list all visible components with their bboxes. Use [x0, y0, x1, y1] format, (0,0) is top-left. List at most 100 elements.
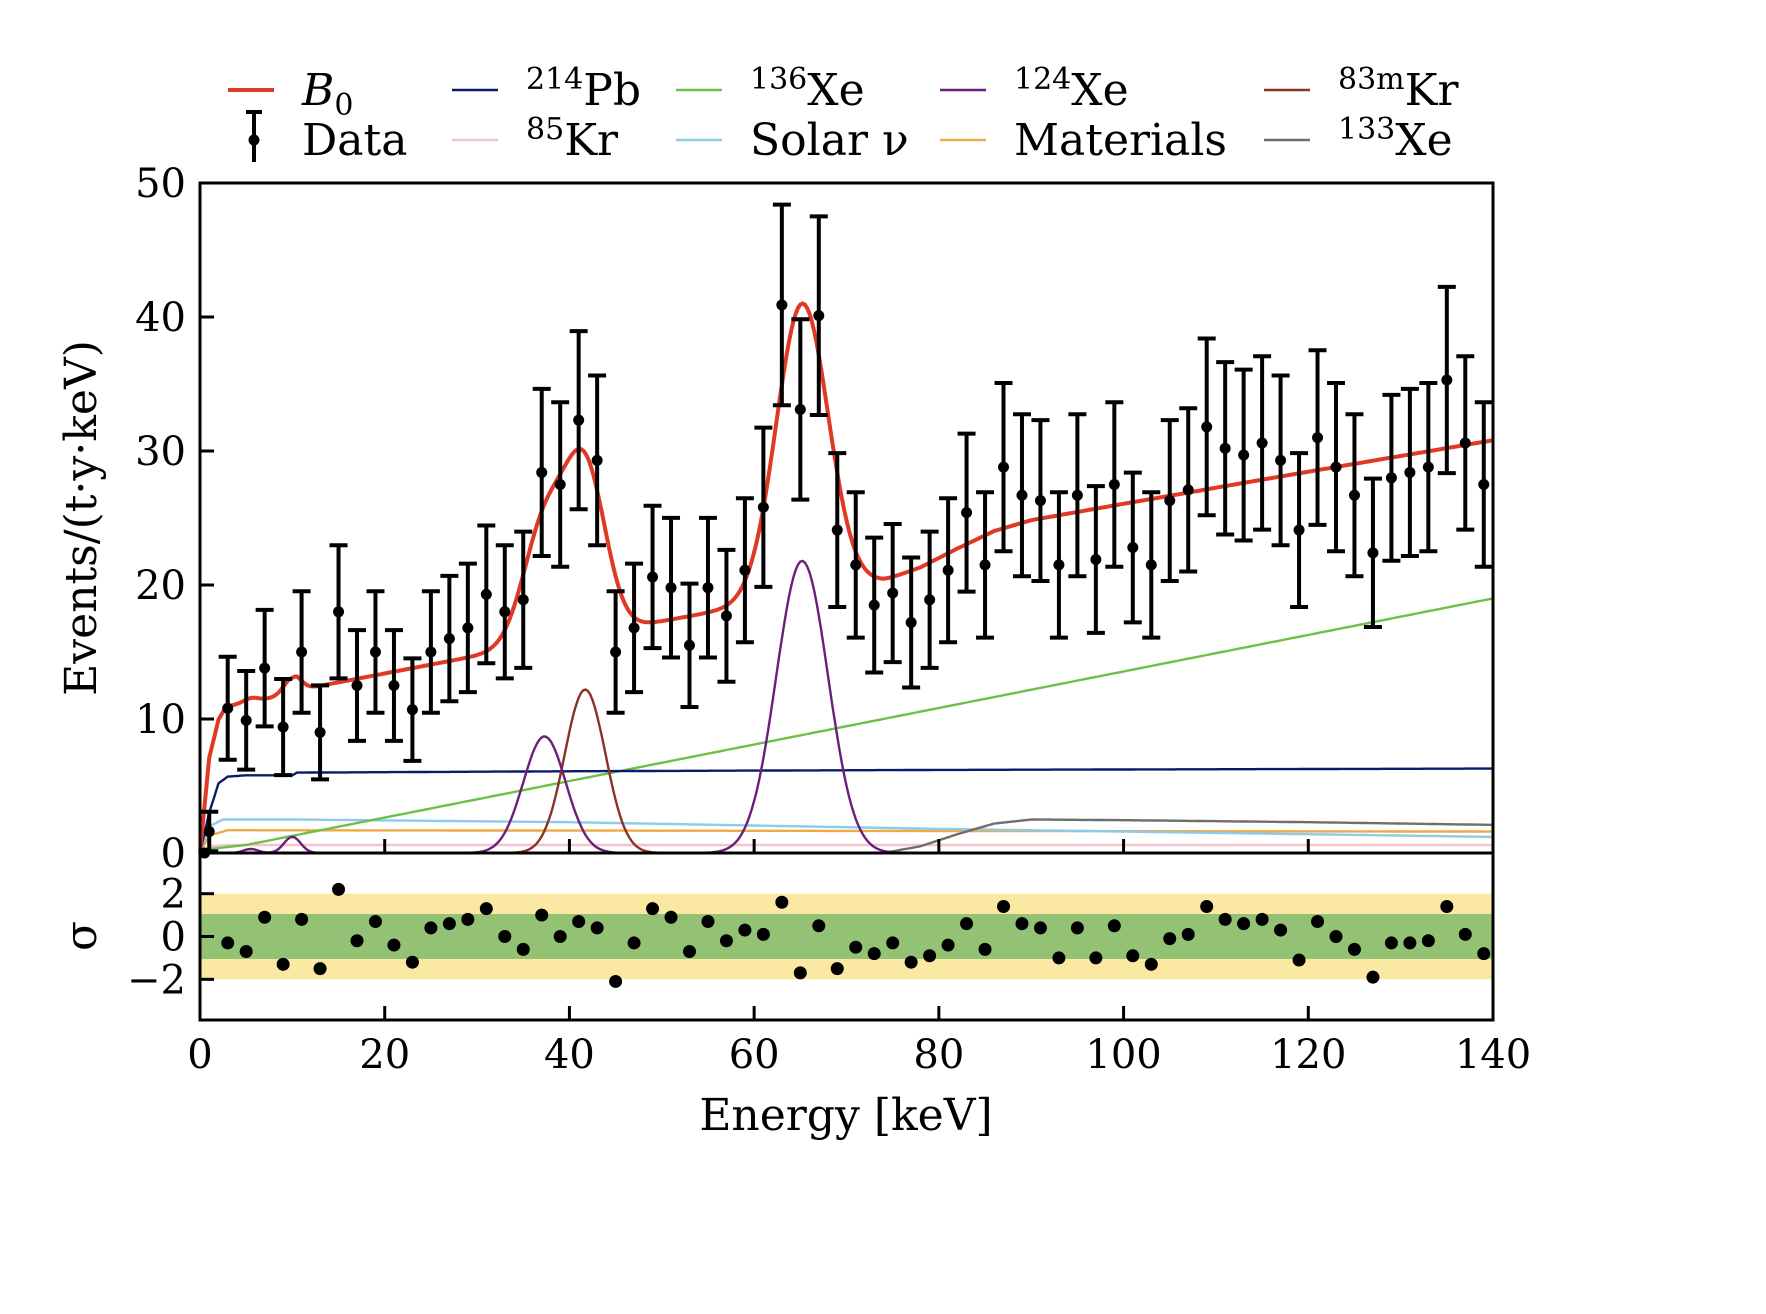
legend-item-kr85: 85Kr — [452, 112, 619, 166]
residual-point — [923, 949, 937, 963]
residual-axes-frame — [198, 851, 1495, 1022]
legend-item-pb214: 214Pb — [452, 62, 641, 116]
data-point — [625, 561, 644, 695]
y-tick-label: 40 — [135, 295, 186, 341]
data-marker — [757, 501, 769, 513]
data-marker — [1330, 461, 1342, 473]
data-marker — [1275, 454, 1287, 466]
data-point — [828, 451, 847, 610]
data-marker — [1478, 479, 1490, 490]
residual-point — [978, 942, 992, 956]
residual-point — [387, 938, 401, 952]
data-point — [1345, 412, 1364, 579]
sigma-band — [200, 914, 1493, 959]
data-point — [1123, 470, 1142, 625]
data-point — [569, 329, 588, 512]
y-axis-label: Events/(t·y·keV) — [56, 340, 107, 696]
data-point — [754, 425, 773, 589]
data-point — [440, 573, 459, 704]
data-marker — [443, 633, 455, 645]
residual-point — [1366, 970, 1380, 984]
data-marker — [1071, 489, 1083, 501]
data-marker — [554, 479, 566, 490]
data-point — [1105, 400, 1124, 569]
residual-y-tick-label: −2 — [127, 957, 186, 1003]
data-point — [1474, 400, 1493, 569]
data-point — [846, 490, 865, 640]
residual-point — [1052, 951, 1066, 965]
curve-solar — [198, 818, 1493, 854]
residual-point — [1440, 900, 1454, 914]
residual-point — [590, 921, 604, 935]
data-point — [421, 589, 440, 715]
residual-point — [664, 910, 678, 924]
data-point — [366, 589, 385, 715]
data-marker — [259, 662, 271, 674]
residual-point — [442, 917, 456, 931]
legend-item-B0: B0 — [228, 65, 353, 123]
curve-kr85 — [199, 843, 1493, 854]
data-point — [1456, 354, 1475, 532]
y-tick-label: 20 — [135, 563, 186, 609]
data-point — [976, 490, 995, 640]
residual-points — [221, 882, 1491, 988]
residual-ticks: −202 — [127, 872, 214, 1003]
residual-point — [1089, 951, 1103, 965]
data-point — [551, 400, 570, 569]
residual-point — [1144, 957, 1158, 971]
data-marker — [1164, 495, 1176, 507]
data-marker — [665, 582, 677, 594]
data-point — [1253, 354, 1272, 532]
legend-label: 85Kr — [526, 112, 619, 166]
data-point — [1179, 406, 1198, 574]
data-point — [1031, 418, 1050, 583]
residual-point — [960, 917, 974, 931]
data-point — [532, 386, 551, 558]
legend-label: B0 — [301, 65, 353, 123]
residual-point — [1403, 936, 1417, 950]
data-marker — [1201, 421, 1213, 433]
data-marker — [333, 606, 345, 618]
data-point — [384, 628, 403, 743]
residual-point — [775, 895, 789, 909]
data-point — [1142, 490, 1161, 640]
residual-point — [221, 936, 235, 950]
data-marker — [277, 721, 289, 733]
data-point — [311, 683, 330, 782]
legend-item-xe124: 124Xe — [940, 62, 1129, 116]
data-marker — [776, 299, 788, 311]
data-marker — [1404, 466, 1416, 478]
residual-point — [867, 947, 881, 961]
data-marker — [794, 403, 806, 415]
residual-point — [1274, 923, 1288, 937]
data-marker — [536, 466, 548, 478]
residual-y-tick-label: 2 — [161, 872, 186, 918]
residual-point — [1458, 927, 1472, 941]
data-point — [292, 589, 311, 715]
legend-item-materials: Materials — [940, 115, 1227, 166]
residual-point — [1015, 917, 1029, 931]
residual-point — [1163, 932, 1177, 946]
residual-point — [424, 921, 438, 935]
x-tick-label: 60 — [729, 1032, 780, 1078]
data-marker — [1127, 541, 1139, 553]
residual-point — [997, 900, 1011, 914]
legend-item-kr83m: 83mKr — [1264, 62, 1459, 116]
data-point — [1326, 380, 1345, 554]
data-point — [1363, 476, 1382, 630]
data-point — [735, 496, 754, 645]
data-point — [1068, 412, 1087, 579]
residual-point — [1477, 947, 1491, 961]
residual-point — [849, 940, 863, 954]
data-point — [606, 589, 625, 715]
data-marker — [1053, 559, 1065, 571]
curve-B0 — [198, 301, 1494, 854]
data-point — [1160, 418, 1179, 583]
residual-point — [1292, 953, 1306, 967]
residual-point — [1107, 919, 1121, 933]
residual-point — [479, 902, 493, 916]
data-point — [1419, 380, 1438, 554]
data-marker — [462, 622, 474, 634]
data-marker — [942, 564, 954, 576]
residual-point — [682, 944, 696, 958]
